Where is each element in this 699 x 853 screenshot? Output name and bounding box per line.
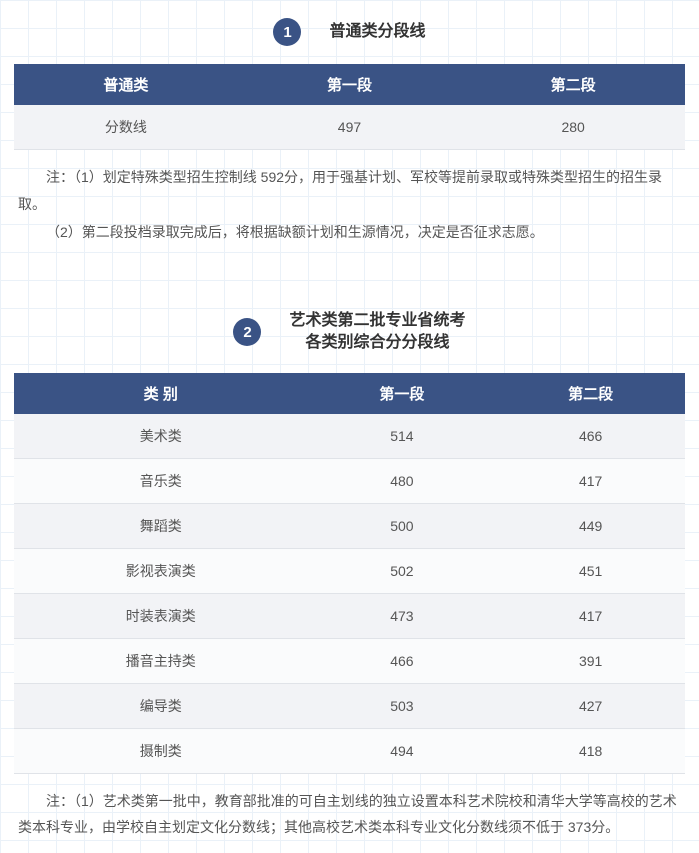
table-row: 摄制类 494 418 — [14, 728, 685, 773]
cell: 514 — [308, 414, 497, 459]
col-header: 第一段 — [238, 64, 462, 105]
table-row: 播音主持类 466 391 — [14, 638, 685, 683]
col-header: 第二段 — [461, 64, 685, 105]
cell: 舞蹈类 — [14, 503, 308, 548]
section1-badge: 1 — [273, 18, 301, 46]
cell: 466 — [496, 414, 685, 459]
col-header: 第二段 — [496, 373, 685, 414]
cell: 391 — [496, 638, 685, 683]
table-row: 影视表演类 502 451 — [14, 548, 685, 593]
cell: 494 — [308, 728, 497, 773]
cell: 摄制类 — [14, 728, 308, 773]
table-header-row: 类 别 第一段 第二段 — [14, 373, 685, 414]
cell: 451 — [496, 548, 685, 593]
section2-table: 类 别 第一段 第二段 美术类 514 466 音乐类 480 417 舞蹈类 … — [14, 373, 685, 774]
cell: 497 — [238, 105, 462, 150]
cell: 449 — [496, 503, 685, 548]
cell: 时装表演类 — [14, 593, 308, 638]
section2-title-line1: 艺术类第二批专业省统考 — [289, 312, 465, 329]
cell: 美术类 — [14, 414, 308, 459]
cell: 418 — [496, 728, 685, 773]
cell: 影视表演类 — [14, 548, 308, 593]
table-row: 分数线 497 280 — [14, 105, 685, 150]
cell: 480 — [308, 458, 497, 503]
col-header: 第一段 — [308, 373, 497, 414]
section1-header: 1 普通类分段线 — [14, 18, 685, 46]
col-header: 类 别 — [14, 373, 308, 414]
section1-note-1: 注：（1）划定特殊类型招生控制线 592分，用于强基计划、军校等提前录取或特殊类… — [18, 164, 681, 217]
cell: 427 — [496, 683, 685, 728]
section1-title: 普通类分段线 — [329, 21, 425, 43]
cell: 503 — [308, 683, 497, 728]
section2-title-line2: 各类别综合分分段线 — [305, 334, 449, 351]
section2-note-1: 注：（1）艺术类第一批中，教育部批准的可自主划线的独立设置本科艺术院校和清华大学… — [18, 788, 681, 841]
table-row: 编导类 503 427 — [14, 683, 685, 728]
cell: 播音主持类 — [14, 638, 308, 683]
cell: 473 — [308, 593, 497, 638]
cell: 编导类 — [14, 683, 308, 728]
section-gap — [14, 246, 685, 310]
cell: 417 — [496, 593, 685, 638]
cell: 466 — [308, 638, 497, 683]
cell: 分数线 — [14, 105, 238, 150]
cell: 417 — [496, 458, 685, 503]
section2-header: 2 艺术类第二批专业省统考 各类别综合分分段线 — [14, 310, 685, 355]
col-header: 普通类 — [14, 64, 238, 105]
section2-badge: 2 — [233, 318, 261, 346]
section1-table: 普通类 第一段 第二段 分数线 497 280 — [14, 64, 685, 150]
table-row: 美术类 514 466 — [14, 414, 685, 459]
section2-title: 艺术类第二批专业省统考 各类别综合分分段线 — [289, 310, 465, 355]
table-row: 舞蹈类 500 449 — [14, 503, 685, 548]
table-header-row: 普通类 第一段 第二段 — [14, 64, 685, 105]
table-row: 时装表演类 473 417 — [14, 593, 685, 638]
table-row: 音乐类 480 417 — [14, 458, 685, 503]
cell: 280 — [461, 105, 685, 150]
cell: 音乐类 — [14, 458, 308, 503]
cell: 500 — [308, 503, 497, 548]
cell: 502 — [308, 548, 497, 593]
section1-note-2: （2）第二段投档录取完成后，将根据缺额计划和生源情况，决定是否征求志愿。 — [18, 219, 681, 246]
